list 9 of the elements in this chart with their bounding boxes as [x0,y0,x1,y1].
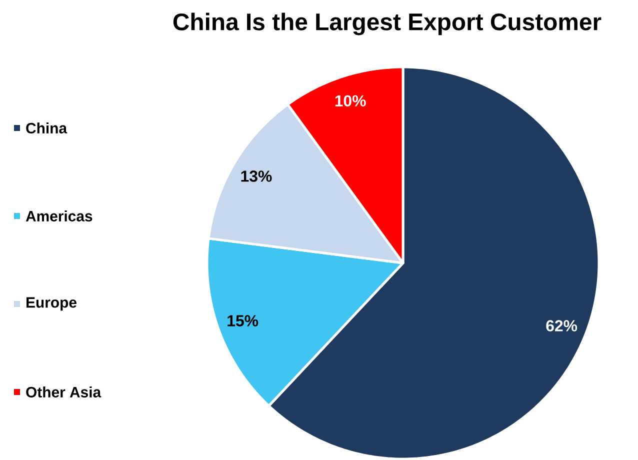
legend-label: Europe [26,297,76,311]
data-label: 15% [228,315,258,326]
data-label: 10% [335,95,366,106]
legend-label: Americas [26,210,92,222]
chart-title: China Is the Largest Export Customer [173,12,602,36]
legend-label: China [26,122,68,134]
data-label: 13% [241,170,272,182]
legend-label: Other Asia [26,386,102,398]
data-label: 62% [546,320,578,332]
